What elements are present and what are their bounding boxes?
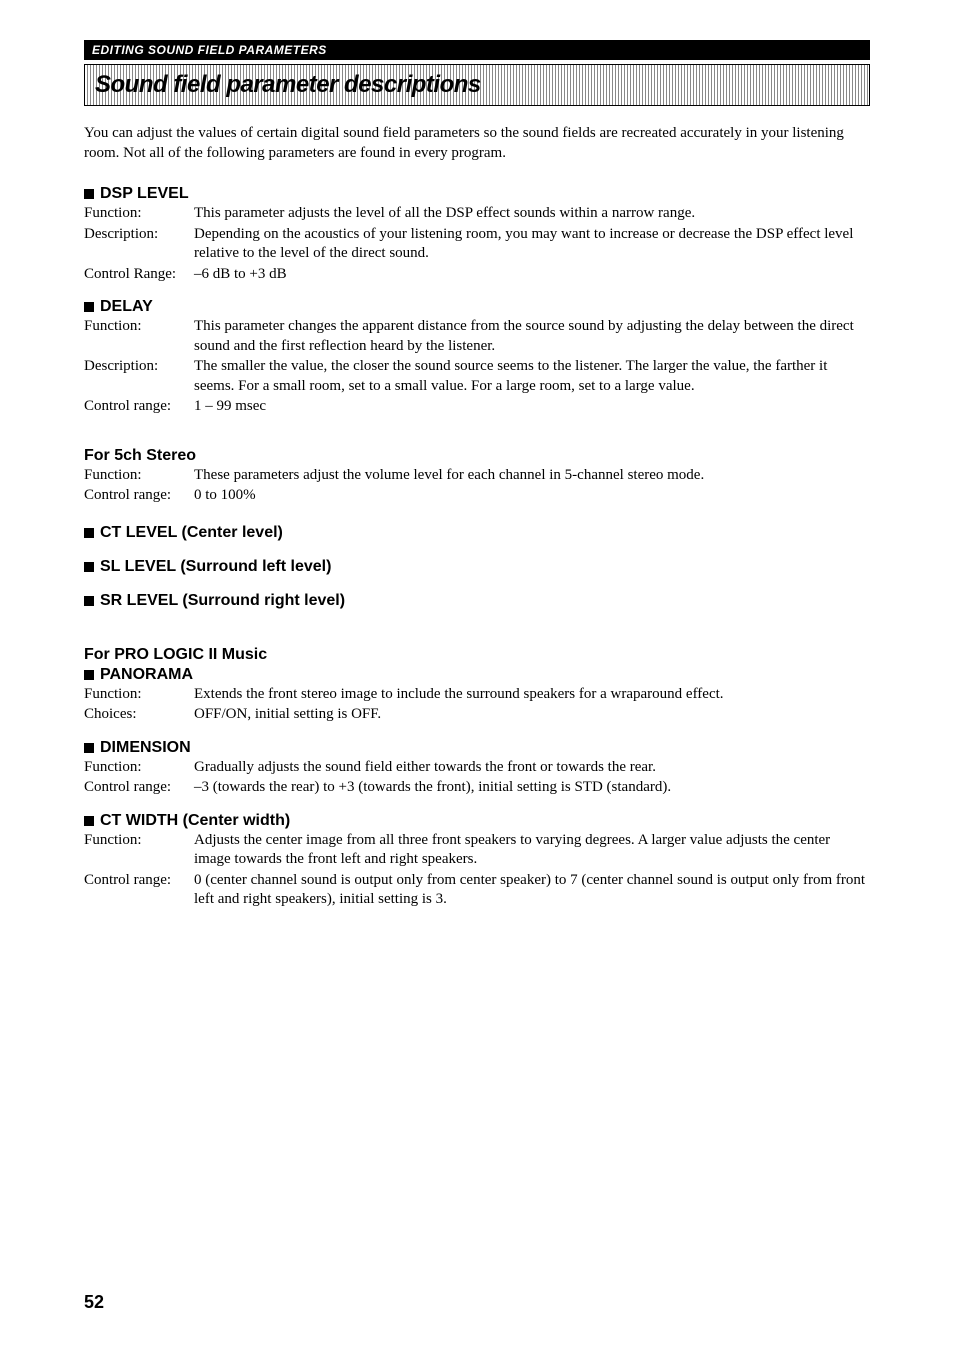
breadcrumb-bar: EDITING SOUND FIELD PARAMETERS (84, 40, 870, 60)
heading-5ch-stereo: For 5ch Stereo (84, 447, 870, 465)
page-title-bar: Sound field parameter descriptions (84, 64, 870, 106)
bullet-icon (84, 816, 94, 826)
value-function: Extends the front stereo image to includ… (194, 685, 870, 705)
value-function: This parameter adjusts the level of all … (194, 204, 870, 224)
heading-panorama: PANORAMA (84, 666, 870, 684)
heading-ct-width: CT WIDTH (Center width) (84, 812, 870, 830)
row-function: Function: This parameter changes the app… (84, 317, 870, 356)
value-function: These parameters adjust the volume level… (194, 466, 870, 486)
page-number: 52 (84, 1292, 104, 1313)
row-control-range: Control range: 0 to 100% (84, 486, 870, 506)
heading-text: PANORAMA (100, 666, 193, 684)
section-dimension: DIMENSION Function: Gradually adjusts th… (84, 739, 870, 798)
bullet-icon (84, 596, 94, 606)
row-control-range: Control Range: –6 dB to +3 dB (84, 265, 870, 285)
label-range: Control Range: (84, 265, 194, 285)
label-range: Control range: (84, 397, 194, 417)
row-function: Function: This parameter adjusts the lev… (84, 204, 870, 224)
heading-sr-level: SR LEVEL (Surround right level) (84, 592, 870, 610)
value-range: 0 (center channel sound is output only f… (194, 871, 870, 910)
value-range: –6 dB to +3 dB (194, 265, 870, 285)
row-control-range: Control range: 1 – 99 msec (84, 397, 870, 417)
row-description: Description: The smaller the value, the … (84, 357, 870, 396)
heading-text: DELAY (100, 298, 153, 316)
value-function: This parameter changes the apparent dist… (194, 317, 870, 356)
heading-delay: DELAY (84, 298, 870, 316)
label-function: Function: (84, 831, 194, 870)
row-function: Function: Adjusts the center image from … (84, 831, 870, 870)
bullet-icon (84, 743, 94, 753)
heading-text: DSP LEVEL (100, 185, 189, 203)
heading-text: CT WIDTH (Center width) (100, 812, 290, 830)
label-function: Function: (84, 204, 194, 224)
value-range: –3 (towards the rear) to +3 (towards the… (194, 778, 870, 798)
heading-text: DIMENSION (100, 739, 191, 757)
bullet-icon (84, 562, 94, 572)
label-choices: Choices: (84, 705, 194, 725)
heading-sl-level: SL LEVEL (Surround left level) (84, 558, 870, 576)
label-range: Control range: (84, 778, 194, 798)
row-control-range: Control range: 0 (center channel sound i… (84, 871, 870, 910)
label-function: Function: (84, 317, 194, 356)
section-ct-width: CT WIDTH (Center width) Function: Adjust… (84, 812, 870, 910)
heading-ct-level: CT LEVEL (Center level) (84, 524, 870, 542)
page-title: Sound field parameter descriptions (95, 71, 481, 98)
value-range: 1 – 99 msec (194, 397, 870, 417)
label-description: Description: (84, 357, 194, 396)
heading-text: SR LEVEL (Surround right level) (100, 592, 345, 610)
value-function: Adjusts the center image from all three … (194, 831, 870, 870)
bullet-icon (84, 670, 94, 680)
label-description: Description: (84, 225, 194, 264)
value-range: 0 to 100% (194, 486, 870, 506)
value-choices: OFF/ON, initial setting is OFF. (194, 705, 870, 725)
label-function: Function: (84, 685, 194, 705)
value-function: Gradually adjusts the sound field either… (194, 758, 870, 778)
heading-pro-logic: For PRO LOGIC II Music (84, 646, 870, 664)
section-delay: DELAY Function: This parameter changes t… (84, 298, 870, 417)
heading-dsp-level: DSP LEVEL (84, 185, 870, 203)
breadcrumb-text: EDITING SOUND FIELD PARAMETERS (92, 43, 327, 57)
heading-text: SL LEVEL (Surround left level) (100, 558, 331, 576)
row-control-range: Control range: –3 (towards the rear) to … (84, 778, 870, 798)
section-dsp-level: DSP LEVEL Function: This parameter adjus… (84, 185, 870, 284)
heading-text: CT LEVEL (Center level) (100, 524, 283, 542)
bullet-icon (84, 189, 94, 199)
intro-paragraph: You can adjust the values of certain dig… (84, 124, 870, 163)
heading-dimension: DIMENSION (84, 739, 870, 757)
level-list: CT LEVEL (Center level) SL LEVEL (Surrou… (84, 524, 870, 610)
row-function: Function: These parameters adjust the vo… (84, 466, 870, 486)
label-range: Control range: (84, 486, 194, 506)
label-function: Function: (84, 466, 194, 486)
row-function: Function: Gradually adjusts the sound fi… (84, 758, 870, 778)
row-choices: Choices: OFF/ON, initial setting is OFF. (84, 705, 870, 725)
row-function: Function: Extends the front stereo image… (84, 685, 870, 705)
label-range: Control range: (84, 871, 194, 910)
bullet-icon (84, 528, 94, 538)
bullet-icon (84, 302, 94, 312)
value-description: Depending on the acoustics of your liste… (194, 225, 870, 264)
value-description: The smaller the value, the closer the so… (194, 357, 870, 396)
row-description: Description: Depending on the acoustics … (84, 225, 870, 264)
label-function: Function: (84, 758, 194, 778)
